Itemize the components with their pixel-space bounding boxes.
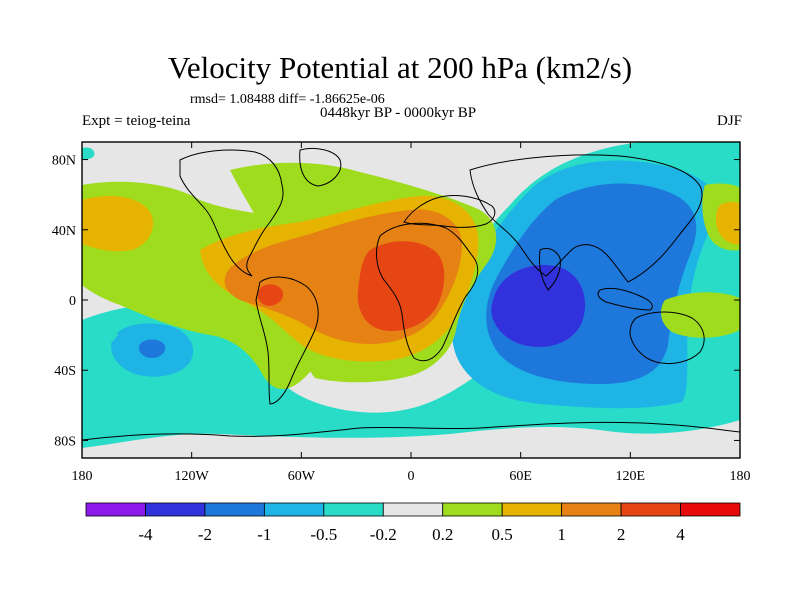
colorbar-label-8: 2: [617, 525, 626, 544]
colorbar-swatch-5: [382, 502, 444, 517]
field-indian-ocean-minimum: [491, 264, 586, 347]
coast-asia: [469, 154, 703, 283]
coast-india: [539, 247, 561, 291]
colorbar-label-4: -0.2: [370, 525, 397, 544]
x-tick-label-0: 180: [72, 469, 93, 484]
colorbar-label-5: 0.2: [432, 525, 453, 544]
x-tick-label-2: 60W: [288, 469, 316, 484]
colorbar-swatch-1: [145, 502, 206, 517]
field-arctic-fringe: [82, 147, 95, 160]
field-south-america-maximum: [257, 284, 284, 306]
stats-line: rmsd= 1.08488 diff= -1.86625e-06: [190, 92, 385, 107]
colorbar-swatch-0: [85, 502, 146, 517]
colorbar-swatch-8: [561, 502, 622, 517]
coast-greenland: [299, 147, 342, 187]
x-tick-label-1: 120W: [175, 469, 210, 484]
field-northwest-pacific-yellow: [715, 201, 740, 245]
colorbar-label-2: -1: [257, 525, 271, 544]
colorbar-swatch-9: [620, 502, 681, 517]
coast-indonesia: [597, 287, 653, 311]
season-label: DJF: [716, 113, 742, 129]
coast-south-america: [255, 276, 319, 405]
y-tick-label-2: 0: [69, 294, 76, 309]
coast-africa: [376, 222, 479, 362]
field-tropical-atlantic-maximum: [357, 241, 445, 332]
field-south-pacific-low-inner: [138, 339, 166, 358]
chart-title: Velocity Potential at 200 hPa (km2/s): [167, 50, 633, 85]
x-tick-label-3: 0: [408, 469, 415, 484]
y-tick-label-0: 80N: [52, 154, 76, 169]
x-tick-label-4: 60E: [509, 469, 532, 484]
colorbar-swatch-3: [263, 502, 325, 517]
colorbar-label-9: 4: [676, 525, 685, 544]
experiment-label: Expt = teiog-teina: [82, 113, 191, 129]
colorbar-swatch-10: [680, 502, 741, 517]
field-southwest-pacific-cyan: [82, 324, 118, 352]
colorbar-label-0: -4: [138, 525, 153, 544]
x-axis: 180 120W 60W 0 60E 120E 180: [72, 142, 751, 484]
colorbar-swatch-7: [501, 502, 563, 517]
x-tick-label-5: 120E: [616, 469, 646, 484]
period-label: 0448kyr BP - 0000kyr BP: [320, 105, 477, 121]
coastlines: [82, 147, 740, 441]
colorbar-swatch-4: [323, 502, 384, 517]
y-tick-label-1: 40N: [52, 224, 76, 239]
y-axis: 80N 40N 0 40S 80S: [52, 154, 740, 449]
y-tick-label-4: 80S: [54, 434, 76, 449]
colorbar-swatch-2: [204, 502, 265, 517]
colorbar-label-3: -0.5: [310, 525, 337, 544]
colorbar-label-7: 1: [557, 525, 566, 544]
colorbar-label-1: -2: [198, 525, 212, 544]
colorbar-swatch-6: [442, 502, 503, 517]
field-australia-green: [660, 292, 740, 338]
coast-antarctica: [82, 421, 740, 441]
field-northeast-pacific-high: [82, 196, 154, 252]
coast-australia: [629, 311, 705, 365]
y-tick-label-3: 40S: [54, 364, 76, 379]
map-field: [82, 142, 740, 458]
colorbar: -4 -2 -1 -0.5 -0.2 0.2 0.5 1 2 4: [85, 502, 741, 544]
x-tick-label-6: 180: [730, 469, 751, 484]
coast-north-america: [179, 149, 284, 277]
coast-europe: [403, 195, 496, 228]
colorbar-label-6: 0.5: [492, 525, 513, 544]
